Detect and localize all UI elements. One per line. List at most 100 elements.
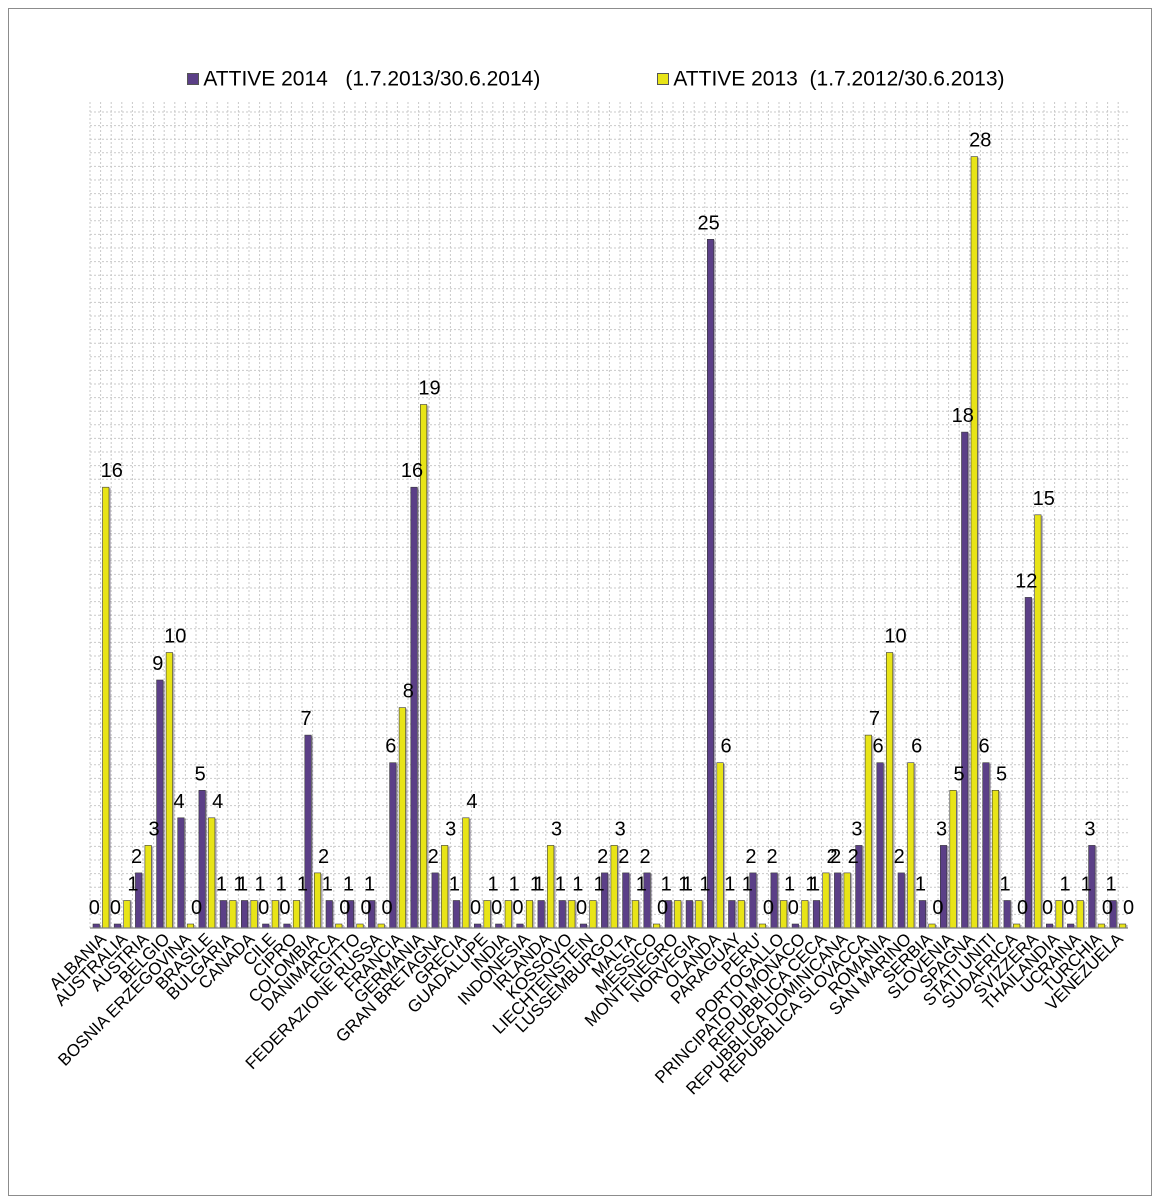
data-label-2013: 3	[445, 818, 456, 840]
bar-2013-shade	[1019, 925, 1022, 928]
bar-2014-shade	[1095, 846, 1097, 929]
data-label-2014: 1	[555, 874, 566, 896]
bar-2014-shade	[1073, 925, 1076, 928]
bar-2014	[241, 900, 249, 929]
bar-2014	[537, 900, 545, 929]
data-label-2014: 1	[724, 874, 735, 896]
bar-2013	[1076, 900, 1084, 929]
bar-2013-shade	[193, 925, 196, 928]
legend-item-2013: ATTIVE 2013 (1.7.2012/30.6.2013)	[634, 34, 1005, 124]
bar-2013-shade	[384, 925, 387, 928]
bar-2014-shade	[247, 901, 250, 929]
bar-2013-shade	[850, 873, 853, 928]
bar-2014-shade	[374, 901, 377, 929]
bar-2014	[431, 872, 439, 929]
bar-2013	[398, 707, 406, 929]
bar-2013	[991, 789, 1000, 929]
data-label-2013: 0	[382, 897, 393, 919]
bar-2013	[716, 762, 724, 929]
bar-2014-shade	[184, 818, 186, 928]
bar-2014-shade	[586, 925, 589, 928]
chart-legend: ATTIVE 2014 (1.7.2013/30.6.2014) ATTIVE …	[0, 34, 1160, 90]
data-label-2014: 18	[952, 405, 974, 427]
bar-2013-shade	[151, 846, 154, 929]
data-label-2014: 1	[216, 874, 227, 896]
bar-2013-shade	[1125, 925, 1128, 928]
data-label-2014: 3	[936, 818, 947, 840]
bar-2013-shade	[1104, 925, 1107, 928]
bar-2014-shade	[120, 925, 123, 928]
bar-2013	[462, 817, 470, 929]
bar-2013-shade	[109, 488, 111, 928]
data-label-2013: 1	[1059, 874, 1070, 896]
data-label-2014: 2	[618, 846, 629, 868]
bar-2014-shade	[459, 901, 462, 929]
data-label-2014: 1	[449, 874, 460, 896]
data-label-2014: 1	[322, 874, 333, 896]
bar-2014	[685, 900, 693, 929]
data-label-2013: 28	[969, 130, 991, 152]
bar-2013-shade	[236, 901, 238, 929]
bar-2013-shade	[172, 653, 175, 928]
data-label-2013: 0	[932, 897, 943, 919]
data-label-2014: 0	[1042, 897, 1053, 919]
bar-2014	[1024, 597, 1032, 929]
bar-2014-shade	[756, 873, 758, 928]
bar-2013-shade	[214, 818, 217, 928]
bar-2013-shade	[977, 157, 980, 929]
bar-2013	[737, 900, 745, 929]
bar-2014	[876, 762, 884, 929]
data-label-2014: 2	[767, 846, 778, 868]
bar-2013	[123, 900, 131, 929]
bar-2014-shade	[798, 925, 801, 928]
data-label-2014: 25	[697, 212, 719, 234]
bar-2013	[780, 900, 788, 929]
bar-2013-shade	[363, 925, 365, 928]
bar-2014-shade	[353, 901, 356, 929]
bar-2014-shade	[438, 873, 441, 928]
bar-2014-shade	[925, 901, 928, 929]
bar-2013-shade	[342, 925, 344, 928]
data-label-2013: 1	[572, 874, 583, 896]
bar-2014-shade	[904, 873, 907, 928]
bar-2013-shade	[659, 925, 662, 928]
data-label-2013: 1	[784, 874, 795, 896]
legend-label-2014: ATTIVE 2014 (1.7.2013/30.6.2014)	[203, 67, 541, 91]
data-label-2013: 8	[403, 681, 414, 703]
data-label-2013: 7	[869, 708, 880, 730]
bar-2014-shade	[417, 488, 420, 928]
bar-2014-shade	[735, 901, 737, 929]
data-label-2013: 3	[615, 818, 626, 840]
bar-2014	[177, 817, 185, 929]
data-label-2014: 16	[401, 460, 423, 482]
bar-2013	[313, 872, 322, 929]
data-label-2013: 1	[233, 874, 244, 896]
data-label-2013: 0	[191, 897, 202, 919]
data-label-2014: 0	[110, 897, 121, 919]
bar-2013	[504, 900, 512, 929]
data-label-2014: 5	[195, 763, 206, 785]
data-label-2014: 2	[639, 846, 650, 868]
data-label-2013: 10	[884, 626, 906, 648]
data-label-2013: 3	[551, 818, 562, 840]
bar-2013-shade	[532, 901, 535, 929]
legend-swatch-2014	[187, 73, 200, 85]
data-label-2014: 2	[428, 846, 439, 868]
bar-2013-shade	[1041, 515, 1043, 929]
bar-2013-shade	[299, 901, 302, 929]
data-label-2014: 2	[830, 846, 841, 868]
data-label-2014: 4	[173, 791, 184, 813]
bar-2013-shade	[871, 736, 874, 928]
bar-2013-shade	[935, 925, 937, 928]
bar-2014	[410, 486, 418, 929]
bar-2013	[547, 845, 555, 929]
bar-2014-shade	[141, 873, 144, 928]
data-label-2013: 19	[418, 378, 440, 400]
data-label-2013: 2	[826, 846, 837, 868]
bar-2013-shade	[914, 763, 916, 928]
bar-2014	[812, 900, 821, 929]
bar-2013-shade	[490, 901, 493, 929]
